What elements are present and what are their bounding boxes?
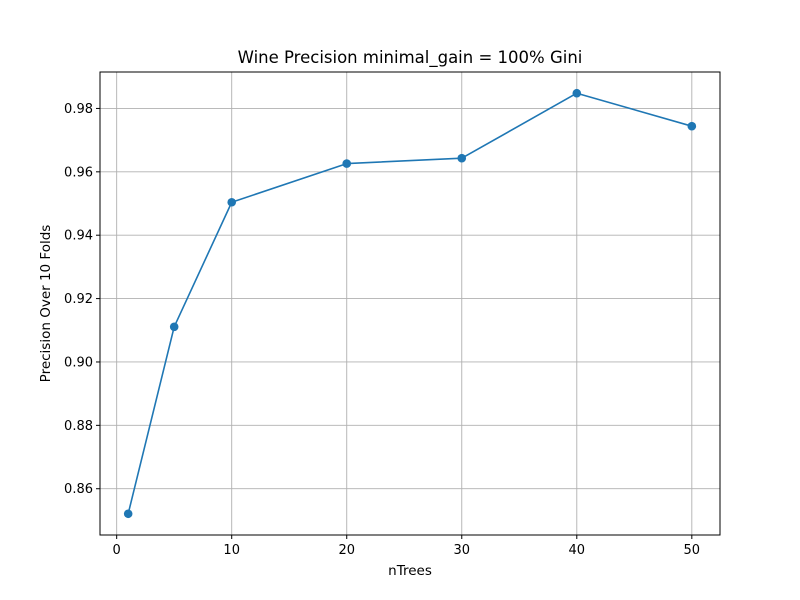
x-tick-label: 30 (453, 543, 470, 558)
x-tick-label: 40 (569, 543, 586, 558)
grid-layer (100, 72, 720, 535)
x-tick-label: 10 (223, 543, 240, 558)
data-point (457, 153, 467, 163)
plot-frame (99, 71, 721, 536)
y-tick-label: 0.96 (64, 165, 93, 180)
y-tick-label: 0.98 (64, 102, 93, 117)
y-tick-label: 0.90 (64, 355, 93, 370)
data-point (572, 88, 582, 98)
y-axis-label: Precision Over 10 Folds (38, 225, 54, 383)
y-tick-label: 0.86 (64, 482, 93, 497)
data-point (123, 509, 133, 519)
tick-layer: 0 10 20 30 40 50 0.86 0.88 0.90 0.92 0.94 0.96 0.98 (64, 102, 700, 558)
x-tick-label: 20 (338, 543, 355, 558)
y-tick-label: 0.94 (64, 229, 93, 244)
data-point (342, 159, 352, 168)
y-tick-label: 0.88 (64, 419, 93, 434)
data-point (687, 121, 697, 131)
x-axis-label: nTrees (388, 563, 432, 579)
data-point (169, 322, 179, 332)
x-tick-label: 50 (684, 543, 701, 558)
chart-title: Wine Precision minimal_gain = 100% Gini (238, 48, 583, 68)
series-layer (123, 88, 697, 519)
y-tick-label: 0.92 (64, 292, 93, 307)
data-point (227, 197, 237, 207)
x-tick-label: 0 (113, 543, 121, 558)
